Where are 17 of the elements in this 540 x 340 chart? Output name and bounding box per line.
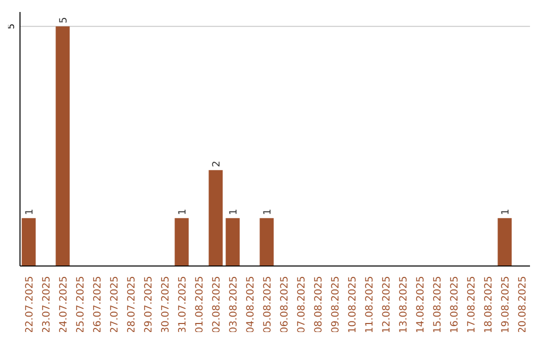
data-label: 1: [178, 208, 189, 216]
x-tick-label: 17.08.2025: [466, 276, 478, 334]
x-tick-label: 15.08.2025: [432, 276, 444, 334]
x-tick-label: 18.08.2025: [484, 276, 494, 334]
data-label: 5: [58, 17, 70, 24]
x-tick-label: 13.08.2025: [398, 276, 410, 334]
x-tick-label: 12.08.2025: [382, 276, 392, 334]
x-tick-label: 11.08.2025: [364, 276, 376, 334]
data-label: 1: [24, 208, 36, 216]
x-tick-label: 19.08.2025: [500, 276, 512, 334]
data-label: 1: [262, 208, 274, 216]
x-tick-label: 14.08.2025: [416, 276, 426, 334]
data-label: 1: [500, 208, 512, 216]
x-tick-label: 10.08.2025: [348, 276, 358, 334]
data-label: 1: [228, 208, 240, 216]
x-tick-label: 16.08.2025: [450, 276, 460, 334]
data-label: 2: [212, 160, 223, 168]
